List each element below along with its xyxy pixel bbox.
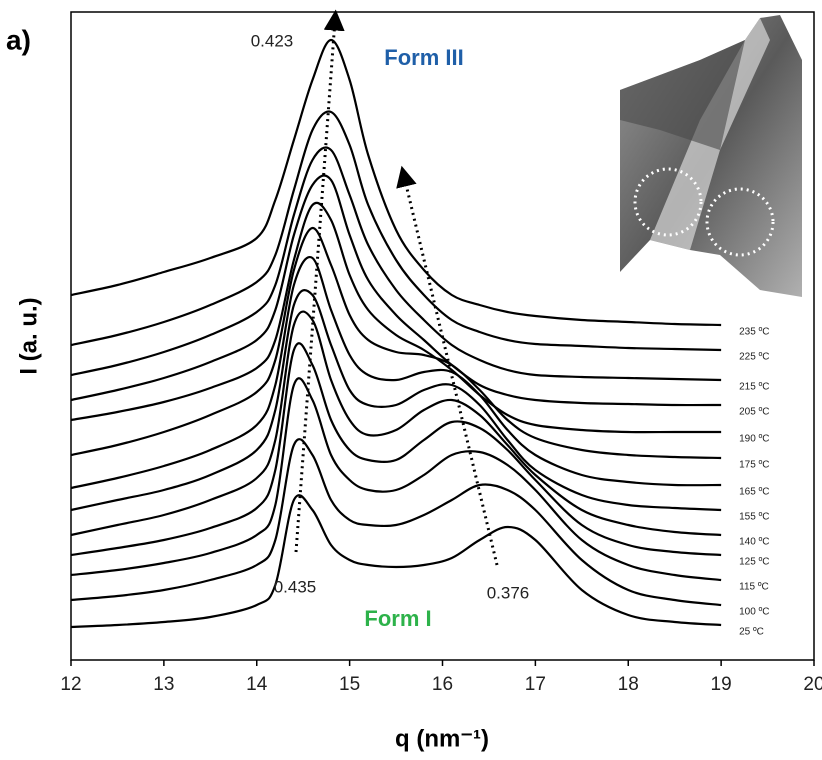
x-tick-label: 16 [432,674,453,695]
x-tick-label: 17 [525,674,546,695]
shift-arrow [296,20,335,552]
curve-label: 25 ºC [739,627,764,638]
curve-label: 100 ºC [739,607,769,618]
inset-image [620,15,802,297]
x-tick-label: 15 [339,674,360,695]
curve-label: 125 ºC [739,557,769,568]
x-axis-label: q (nm⁻¹) [395,725,489,752]
chart: a) q (nm⁻¹) I (a. u.) 12 13 14 15 16 17 18 19 20… [0,0,822,760]
x-tick-label: 13 [153,674,174,695]
annotation: Form I [364,606,431,631]
curve [71,378,721,580]
curve-label: 115 ºC [739,582,769,593]
curve-label: 155 ºC [739,512,769,523]
curve-label: 235 ºC [739,327,769,338]
y-axis-label: I (a. u.) [15,297,42,374]
x-tick-label: 12 [60,674,81,695]
annotation: Form III [384,45,463,70]
curve-label: 140 ºC [739,537,769,548]
curve-label: 225 ºC [739,352,769,363]
annotation: 0.423 [251,31,294,50]
x-tick-label: 20 [803,674,822,695]
x-tick-label: 19 [711,674,732,695]
annotation: 0.376 [487,583,530,602]
curve-label: 205 ºC [739,407,769,418]
annotation: 0.435 [274,577,317,596]
curve-label: 190 ºC [739,434,769,445]
x-tick-label: 18 [618,674,639,695]
curve-label: 215 ºC [739,382,769,393]
curve [71,312,721,535]
x-tick-label: 14 [246,674,268,695]
panel-label: a) [6,24,31,55]
curve-label: 175 ºC [739,460,769,471]
curve-label: 165 ºC [739,487,769,498]
page: {"chart_data": { "type": "line", "panel_… [0,0,822,760]
